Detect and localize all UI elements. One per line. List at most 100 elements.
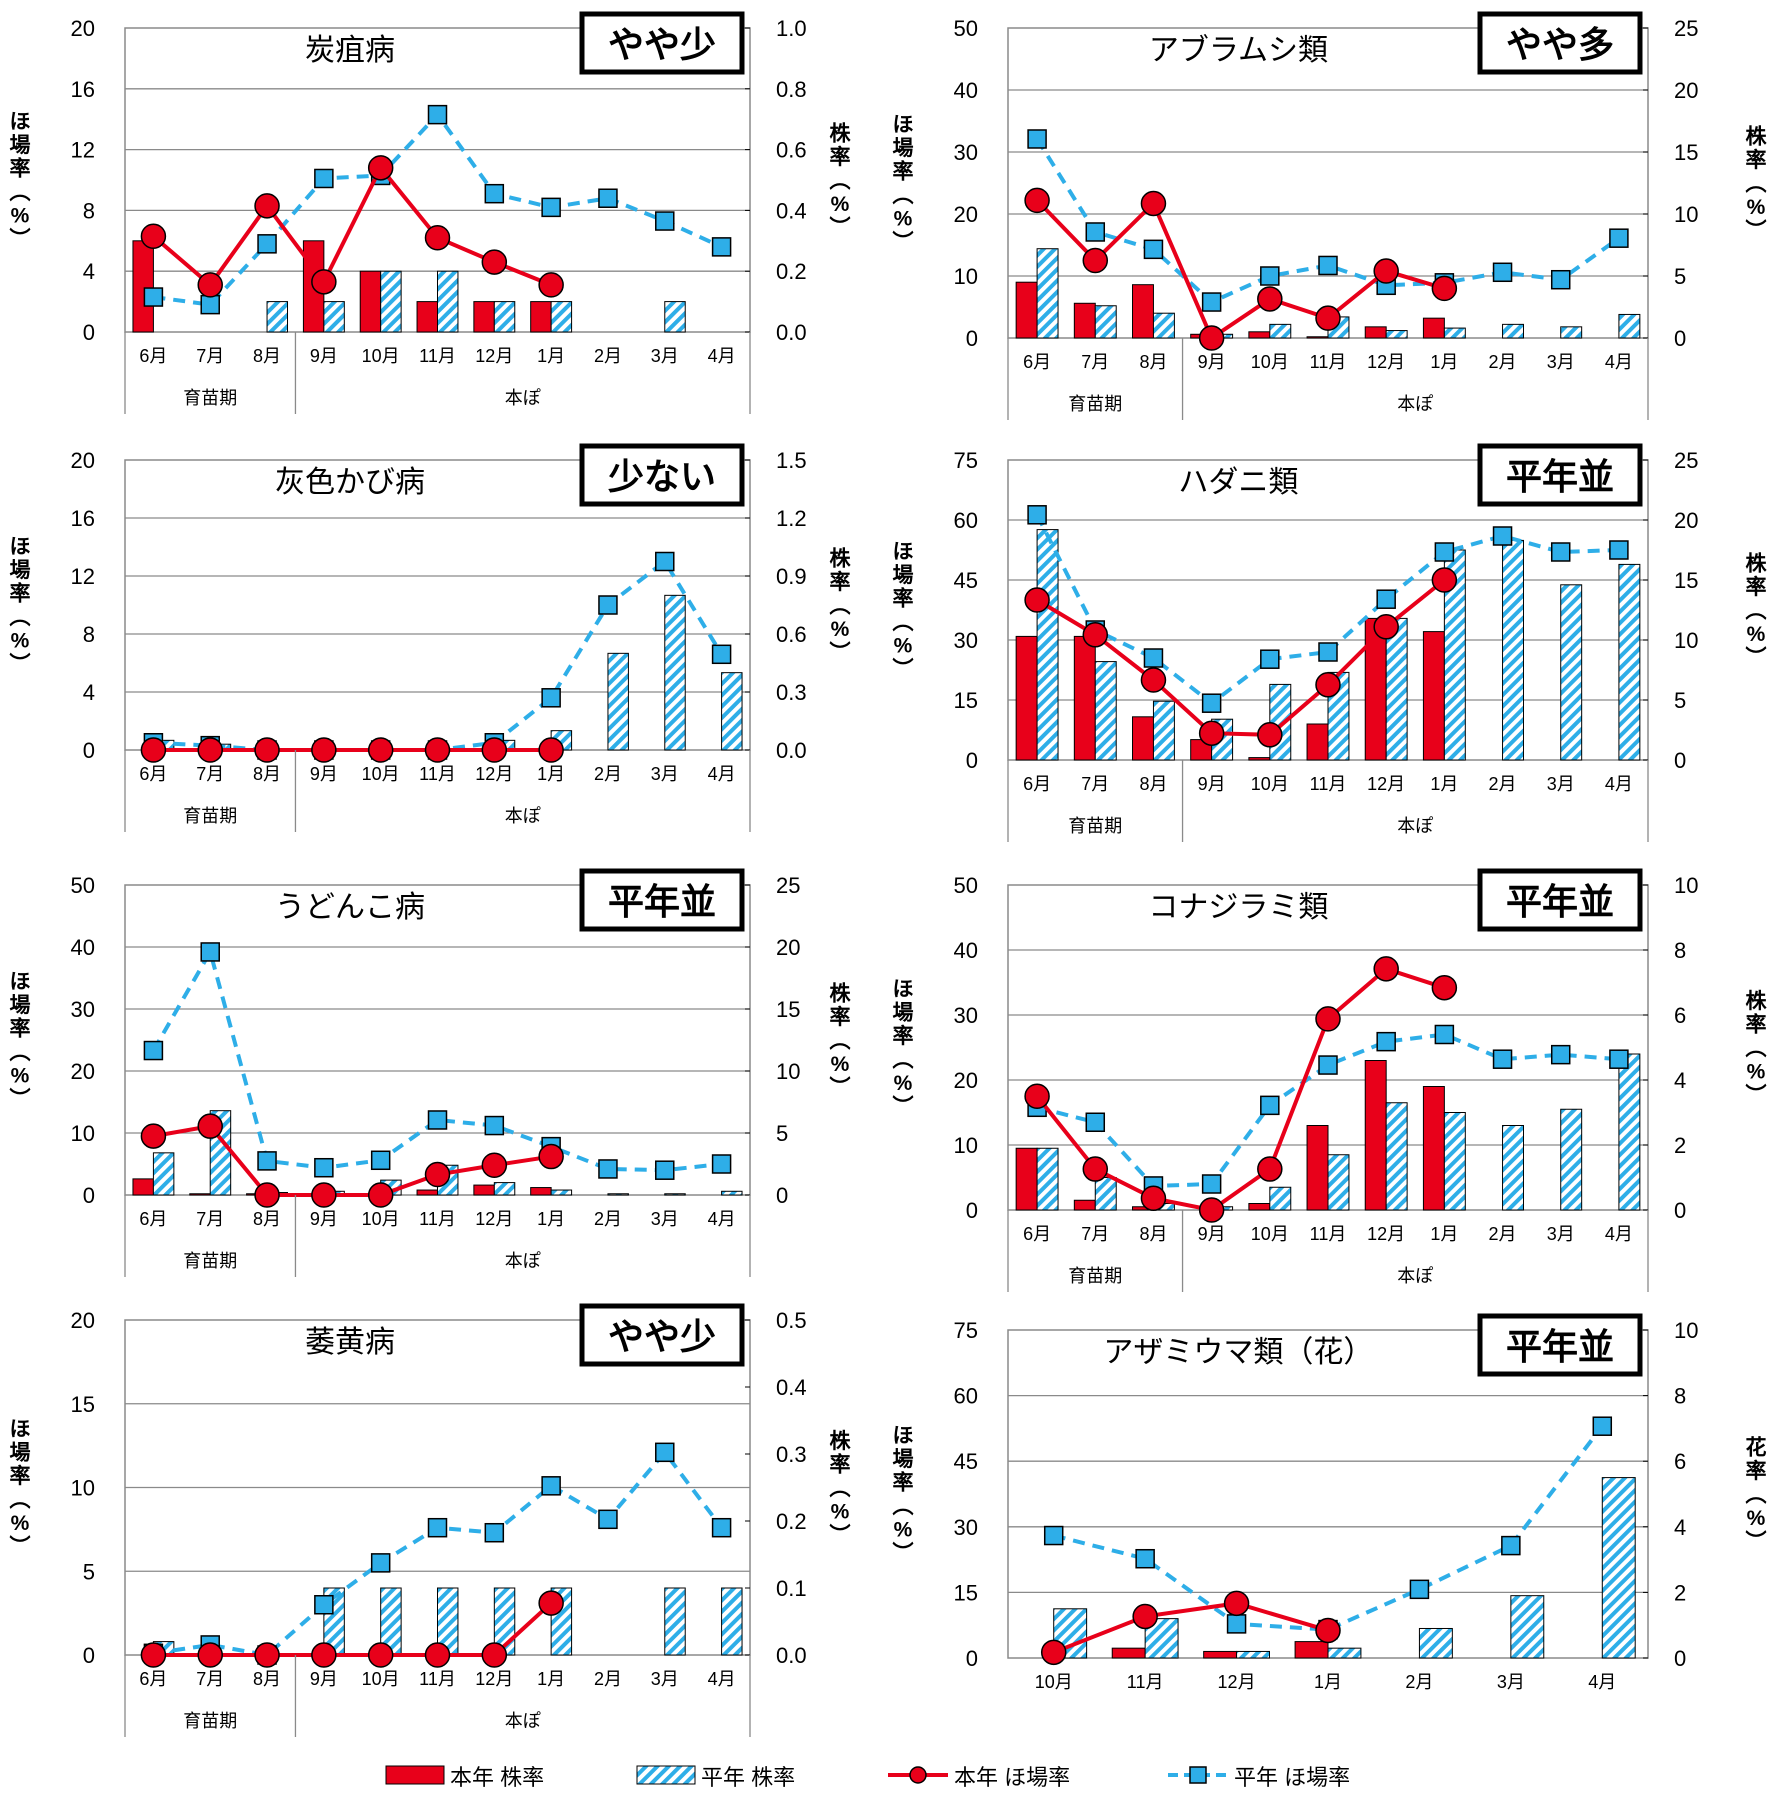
- group-label: 育苗期: [1068, 1266, 1122, 1286]
- axis-label-char: ほ: [10, 1418, 31, 1441]
- marker-current: [254, 193, 280, 219]
- marker-average: [1143, 648, 1164, 668]
- bar-average: [1152, 700, 1175, 761]
- axis-label-char: 場: [893, 564, 914, 587]
- marker-current: [1140, 667, 1167, 693]
- x-tick-label: 9月: [1198, 352, 1226, 372]
- y2-tick-label: 0.5: [776, 1308, 807, 1333]
- axis-label-char: ︵: [1746, 1037, 1767, 1060]
- marker-current: [538, 272, 564, 298]
- y-tick-label: 10: [71, 1476, 95, 1501]
- legend-label: 平年 株率: [701, 1765, 795, 1790]
- marker-average: [1609, 540, 1629, 560]
- marker-average: [1260, 1095, 1280, 1116]
- y2-tick-label: 8: [1674, 938, 1686, 963]
- y2-tick-label: 0.6: [776, 138, 807, 163]
- axis-label-char: ︵: [10, 1489, 31, 1512]
- axis-label-char: ほ: [10, 111, 31, 134]
- line-current: [1052, 1601, 1329, 1655]
- bar-average: [152, 1152, 175, 1196]
- bar-average: [266, 301, 288, 333]
- bar-average: [1502, 323, 1524, 339]
- y2-tick-label: 10: [1674, 1318, 1698, 1343]
- axis-label-char: 率: [1746, 575, 1767, 599]
- bar-current: [189, 1193, 211, 1196]
- bar-current: [1306, 336, 1329, 339]
- bar-average: [1327, 1647, 1362, 1659]
- forecast-badge-label: 平年並: [1506, 1326, 1614, 1367]
- bar-average: [1560, 584, 1583, 761]
- y2-tick-label: 0.6: [776, 622, 807, 647]
- x-tick-label: 11月: [1310, 1224, 1347, 1244]
- x-tick-label: 9月: [310, 1669, 338, 1689]
- axis-label-char: ︵: [830, 1477, 851, 1500]
- bar-average: [493, 1182, 516, 1196]
- axis-label-char: ︶: [1746, 645, 1767, 669]
- y-tick-label: 50: [954, 873, 978, 898]
- group-label: 育苗期: [183, 1251, 237, 1271]
- marker-average: [143, 287, 164, 307]
- bar-average: [550, 301, 573, 333]
- axis-label-char: ︶: [1746, 1529, 1767, 1553]
- x-tick-label: 10月: [362, 764, 400, 784]
- y2-tick-label: 25: [1674, 16, 1698, 41]
- marker-current: [538, 1143, 564, 1170]
- axis-label-char: ︶: [10, 1087, 31, 1111]
- bar-average: [1385, 1102, 1408, 1211]
- x-tick-label: 1月: [1430, 352, 1458, 372]
- bar-average: [380, 270, 402, 333]
- bar-average: [1269, 683, 1292, 761]
- bar-current: [1422, 631, 1445, 761]
- bar-average: [1443, 327, 1466, 339]
- forecast-badge: [1477, 11, 1643, 75]
- x-tick-label: 2月: [594, 764, 622, 784]
- marker-current: [140, 1642, 167, 1668]
- y-tick-label: 10: [954, 264, 978, 289]
- marker-current: [367, 1642, 394, 1668]
- bar-current: [530, 301, 552, 333]
- axis-label-char: 率: [830, 570, 851, 594]
- bar-average: [1385, 330, 1408, 339]
- bar-current: [1015, 1147, 1038, 1211]
- marker-current: [481, 737, 508, 763]
- y2-axis-title: 株率︵%︶: [1746, 124, 1768, 242]
- group-label: 育苗期: [183, 1711, 237, 1731]
- legend-label: 本年 ほ場率: [954, 1765, 1070, 1790]
- y2-tick-label: 0.0: [776, 738, 807, 763]
- marker-average: [1085, 222, 1106, 242]
- x-tick-label: 6月: [1023, 352, 1051, 372]
- marker-average: [1376, 1031, 1396, 1052]
- legend-item-average-bar: 平年 株率: [636, 1765, 795, 1790]
- x-tick-label: 4月: [708, 346, 736, 366]
- axis-label-char: ︵: [1746, 1483, 1767, 1506]
- axis-label-char: ︶: [830, 640, 851, 664]
- legend-label: 本年 株率: [450, 1765, 544, 1790]
- x-tick-label: 9月: [1198, 774, 1226, 794]
- x-tick-label: 2月: [1489, 352, 1517, 372]
- marker-average: [655, 211, 675, 231]
- marker-current: [140, 1123, 167, 1149]
- y2-tick-label: 2: [1674, 1133, 1686, 1158]
- forecast-badge-label: やや少: [608, 24, 716, 65]
- x-tick-label: 9月: [310, 764, 338, 784]
- axis-label-char: 株: [1746, 124, 1768, 148]
- bar-current: [1132, 284, 1154, 339]
- y2-tick-label: 0.1: [776, 1576, 807, 1601]
- x-tick-label: 12月: [475, 346, 513, 366]
- y-tick-label: 20: [954, 1068, 978, 1093]
- bar-average: [607, 652, 629, 751]
- axis-label-char: 場: [10, 1442, 31, 1465]
- y-tick-label: 4: [83, 680, 95, 705]
- marker-current: [1431, 567, 1458, 593]
- axis-label-char: ︶: [893, 1541, 914, 1565]
- y-tick-label: 30: [71, 997, 95, 1022]
- y2-tick-label: 0: [1674, 1198, 1686, 1223]
- axis-label-char: 率: [893, 1471, 914, 1495]
- x-tick-label: 9月: [310, 1209, 338, 1229]
- axis-label-char: 株: [1746, 551, 1768, 575]
- bar-average: [1036, 529, 1059, 761]
